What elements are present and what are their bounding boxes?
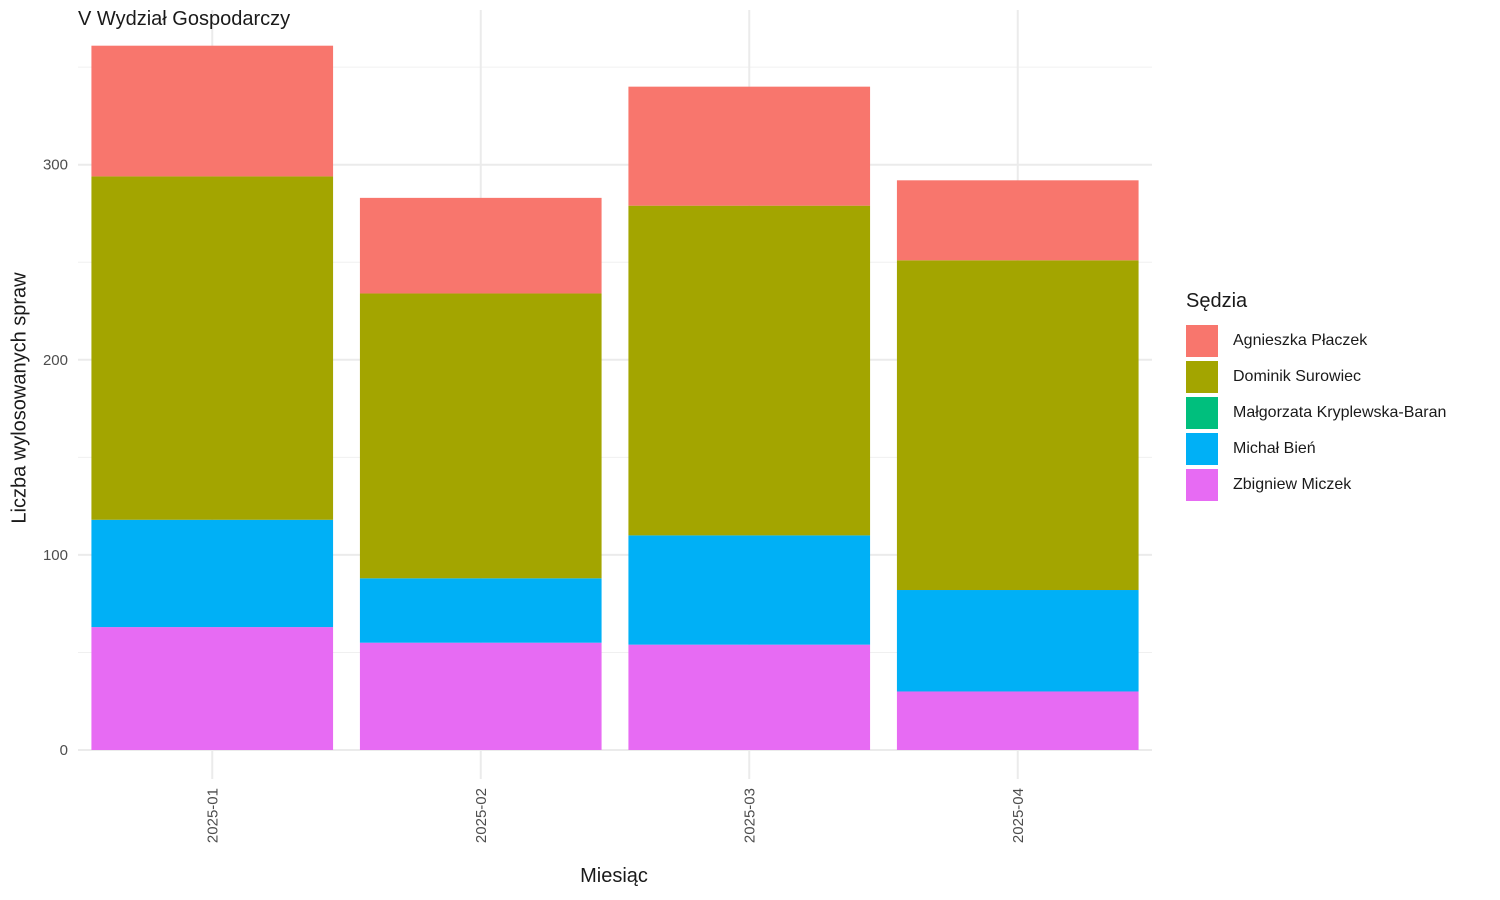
bar-segment [91, 45, 334, 177]
bar-segment [896, 260, 1139, 591]
legend-item: Michał Bień [1186, 431, 1446, 467]
bar-segment [628, 644, 871, 750]
x-tick-label: 2025-04 [1010, 788, 1027, 843]
y-tick-label: 0 [60, 742, 68, 759]
bar-segment [359, 578, 602, 643]
legend-label: Zbigniew Miczek [1233, 476, 1352, 493]
x-tick-label: 2025-02 [473, 788, 490, 843]
legend-title: Sędzia [1186, 290, 1248, 312]
legend-label: Michał Bień [1233, 440, 1316, 457]
bar-segment [896, 180, 1139, 261]
legend-label: Małgorzata Kryplewska-Baran [1233, 404, 1447, 421]
bar-segment [896, 691, 1139, 750]
y-tick-label: 100 [43, 547, 68, 564]
bar-segment [628, 205, 871, 536]
legend-key [1186, 361, 1218, 393]
legend-item: Agnieszka Płaczek [1186, 323, 1446, 359]
legend-item: Małgorzata Kryplewska-Baran [1186, 395, 1446, 431]
legend-items: Agnieszka Płaczek Dominik Surowiec Małgorz… [1186, 323, 1446, 503]
bar-segment [91, 627, 334, 750]
bar-segment [359, 293, 602, 579]
bar-segment [359, 197, 602, 294]
legend-key [1186, 469, 1218, 501]
legend-key [1186, 397, 1218, 429]
legend-item: Dominik Surowiec [1186, 359, 1446, 395]
legend-label: Agnieszka Płaczek [1233, 332, 1368, 349]
x-tick-label: 2025-01 [204, 788, 221, 843]
y-tick-label: 300 [43, 157, 68, 174]
y-tick-label: 200 [43, 352, 68, 369]
x-tick-label: 2025-03 [741, 788, 758, 843]
bar-segment [91, 519, 334, 628]
bar-segment [359, 642, 602, 750]
legend-key [1186, 325, 1218, 357]
y-axis-label: Liczba wylosowanych spraw [8, 272, 31, 524]
bar-segment [91, 176, 334, 520]
legend-key [1186, 433, 1218, 465]
bar-segment [896, 590, 1139, 692]
legend: Sędzia Agnieszka Płaczek Dominik Surowiec… [1186, 290, 1446, 503]
bar-segment [628, 86, 871, 206]
chart-title: V Wydział Gospodarczy [78, 8, 291, 30]
bar-segment [628, 535, 871, 645]
legend-label: Dominik Surowiec [1233, 368, 1362, 385]
x-axis-label: Miesiąc [580, 865, 648, 887]
legend-item: Zbigniew Miczek [1186, 467, 1446, 503]
